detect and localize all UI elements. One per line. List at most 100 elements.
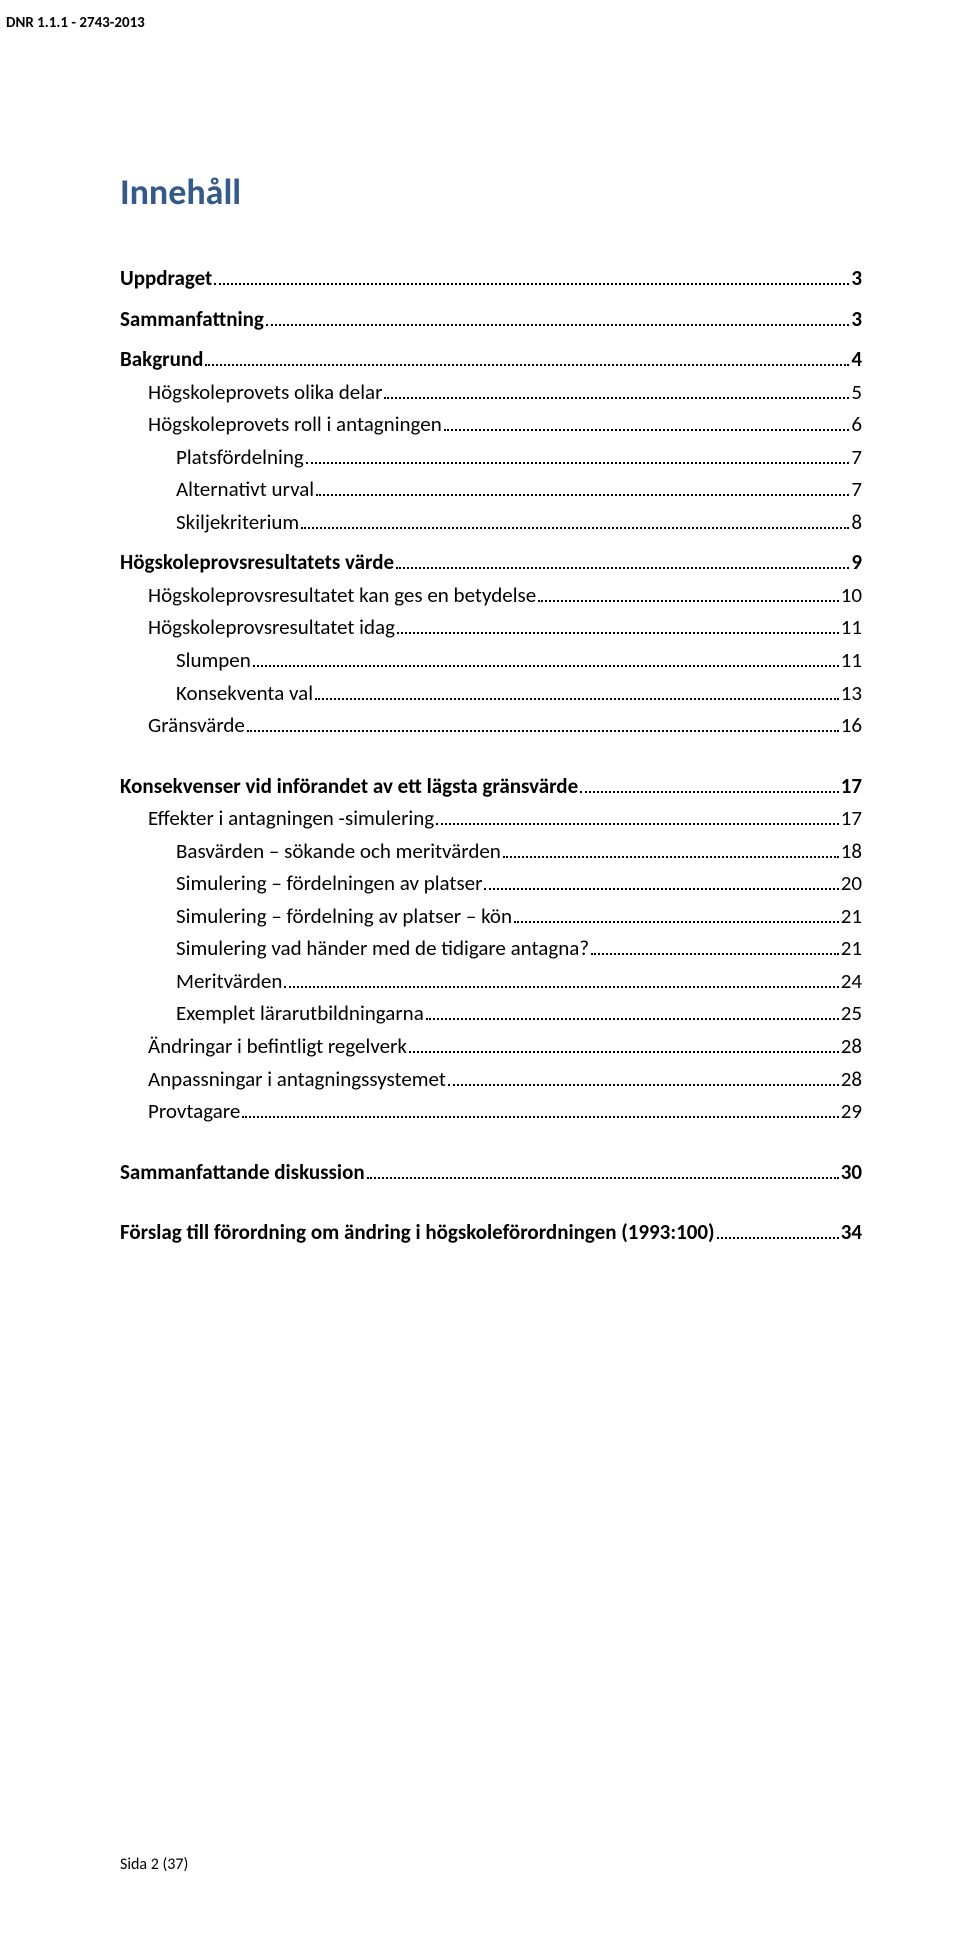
toc-leader-dots bbox=[214, 283, 849, 285]
toc-entry[interactable]: Konsekventa val13 bbox=[120, 677, 862, 710]
toc-entry-page: 11 bbox=[841, 644, 862, 677]
toc-leader-dots bbox=[306, 462, 850, 464]
toc-entry-label: Basvärden – sökande och meritvärden bbox=[176, 835, 501, 868]
toc-entry-page: 13 bbox=[841, 677, 862, 710]
toc-entry-page: 21 bbox=[841, 900, 862, 933]
toc-entry-label: Meritvärden bbox=[176, 965, 282, 998]
toc-entry-label: Förslag till förordning om ändring i hög… bbox=[120, 1216, 715, 1249]
toc-entry-page: 29 bbox=[841, 1095, 862, 1128]
toc-leader-dots bbox=[242, 1116, 838, 1118]
toc-leader-dots bbox=[484, 888, 838, 890]
toc-entry-page: 30 bbox=[841, 1156, 862, 1189]
page-footer: Sida 2 (37) bbox=[120, 1855, 188, 1874]
toc-entry[interactable]: Slumpen 11 bbox=[120, 644, 862, 677]
toc-entry[interactable]: Sammanfattande diskussion 30 bbox=[120, 1156, 862, 1189]
toc-leader-dots bbox=[367, 1177, 839, 1179]
toc-entry-label: Bakgrund bbox=[120, 343, 203, 376]
toc-entry-page: 8 bbox=[851, 506, 862, 539]
toc-entry-page: 34 bbox=[841, 1216, 862, 1249]
toc-entry-page: 17 bbox=[841, 802, 862, 835]
toc-leader-dots bbox=[717, 1237, 839, 1239]
toc-leader-dots bbox=[205, 364, 849, 366]
toc-entry-page: 17 bbox=[841, 770, 862, 803]
toc-entry[interactable]: Anpassningar i antagningssystemet 28 bbox=[120, 1063, 862, 1096]
toc-leader-dots bbox=[436, 823, 839, 825]
toc-entry-label: Konsekvenser vid införandet av ett lägst… bbox=[120, 770, 578, 803]
toc-entry-page: 7 bbox=[851, 441, 862, 474]
toc-entry-page: 28 bbox=[841, 1030, 862, 1063]
toc-entry-page: 7 bbox=[851, 473, 862, 506]
toc-entry-label: Högskoleprovsresultatet kan ges en betyd… bbox=[148, 579, 536, 612]
toc-leader-dots bbox=[514, 921, 839, 923]
toc-entry[interactable]: Gränsvärde 16 bbox=[120, 709, 862, 742]
toc-list: Uppdraget3Sammanfattning3Bakgrund4Högsko… bbox=[120, 262, 862, 1249]
toc-entry-label: Simulering – fördelning av platser – kön bbox=[176, 900, 512, 933]
toc-entry-label: Högskoleprovets roll i antagningen bbox=[148, 408, 442, 441]
toc-entry[interactable]: Högskoleprovets roll i antagningen 6 bbox=[120, 408, 862, 441]
toc-entry[interactable]: Högskoleprovsresultatets värde 9 bbox=[120, 546, 862, 579]
toc-entry-label: Gränsvärde bbox=[148, 709, 245, 742]
toc-entry-label: Uppdraget bbox=[120, 262, 212, 295]
toc-entry-label: Provtagare bbox=[148, 1095, 240, 1128]
toc-entry[interactable]: Simulering – fördelningen av platser 20 bbox=[120, 867, 862, 900]
toc-entry-label: Simulering – fördelningen av platser bbox=[176, 867, 482, 900]
toc-leader-dots bbox=[580, 791, 839, 793]
toc-entry-page: 9 bbox=[851, 546, 862, 579]
toc-entry-page: 20 bbox=[841, 867, 862, 900]
toc-heading: Innehåll bbox=[120, 170, 862, 214]
toc-leader-dots bbox=[253, 665, 839, 667]
toc-leader-dots bbox=[591, 953, 839, 955]
toc-entry-page: 24 bbox=[841, 965, 862, 998]
toc-entry-page: 4 bbox=[851, 343, 862, 376]
toc-entry-label: Platsfördelning bbox=[176, 441, 304, 474]
page: DNR 1.1.1 - 2743-2013 Innehåll Uppdraget… bbox=[0, 0, 960, 1946]
content-area: Innehåll Uppdraget3Sammanfattning3Bakgru… bbox=[120, 170, 862, 1249]
toc-leader-dots bbox=[426, 1018, 839, 1020]
toc-entry-label: Slumpen bbox=[176, 644, 251, 677]
toc-entry[interactable]: Sammanfattning3 bbox=[120, 303, 862, 336]
toc-leader-dots bbox=[384, 397, 849, 399]
toc-entry-label: Anpassningar i antagningssystemet bbox=[148, 1063, 446, 1096]
toc-entry[interactable]: Exemplet lärarutbildningarna25 bbox=[120, 997, 862, 1030]
toc-leader-dots bbox=[284, 986, 838, 988]
toc-entry-page: 28 bbox=[841, 1063, 862, 1096]
toc-entry[interactable]: Bakgrund 4 bbox=[120, 343, 862, 376]
toc-entry-label: Högskoleprovsresultatets värde bbox=[120, 546, 394, 579]
toc-entry[interactable]: Provtagare 29 bbox=[120, 1095, 862, 1128]
toc-leader-dots bbox=[301, 527, 849, 529]
toc-entry-page: 18 bbox=[841, 835, 862, 868]
toc-leader-dots bbox=[538, 600, 839, 602]
toc-entry-page: 5 bbox=[851, 376, 862, 409]
toc-entry[interactable]: Simulering – fördelning av platser – kön… bbox=[120, 900, 862, 933]
toc-entry[interactable]: Högskoleprovets olika delar5 bbox=[120, 376, 862, 409]
toc-entry[interactable]: Konsekvenser vid införandet av ett lägst… bbox=[120, 770, 862, 803]
toc-entry-page: 3 bbox=[851, 303, 862, 336]
toc-entry[interactable]: Uppdraget 3 bbox=[120, 262, 862, 295]
toc-entry-page: 16 bbox=[841, 709, 862, 742]
toc-entry[interactable]: Högskoleprovsresultatet kan ges en betyd… bbox=[120, 579, 862, 612]
toc-entry[interactable]: Högskoleprovsresultatet idag11 bbox=[120, 611, 862, 644]
toc-entry-page: 3 bbox=[851, 262, 862, 295]
toc-entry[interactable]: Meritvärden 24 bbox=[120, 965, 862, 998]
toc-entry[interactable]: Ändringar i befintligt regelverk 28 bbox=[120, 1030, 862, 1063]
toc-entry[interactable]: Simulering vad händer med de tidigare an… bbox=[120, 932, 862, 965]
toc-entry-page: 10 bbox=[841, 579, 862, 612]
toc-entry-label: Ändringar i befintligt regelverk bbox=[148, 1030, 407, 1063]
toc-entry[interactable]: Platsfördelning 7 bbox=[120, 441, 862, 474]
toc-entry-page: 21 bbox=[841, 932, 862, 965]
toc-entry-page: 6 bbox=[851, 408, 862, 441]
toc-leader-dots bbox=[503, 856, 839, 858]
toc-entry-page: 11 bbox=[841, 611, 862, 644]
toc-leader-dots bbox=[409, 1051, 839, 1053]
toc-entry[interactable]: Effekter i antagningen -simulering17 bbox=[120, 802, 862, 835]
toc-entry-label: Sammanfattande diskussion bbox=[120, 1156, 365, 1189]
toc-entry[interactable]: Basvärden – sökande och meritvärden 18 bbox=[120, 835, 862, 868]
toc-entry-label: Skiljekriterium bbox=[176, 506, 299, 539]
toc-entry-label: Alternativt urval bbox=[176, 473, 314, 506]
toc-entry-label: Exemplet lärarutbildningarna bbox=[176, 997, 424, 1030]
toc-entry[interactable]: Förslag till förordning om ändring i hög… bbox=[120, 1216, 862, 1249]
toc-entry[interactable]: Alternativt urval 7 bbox=[120, 473, 862, 506]
toc-entry[interactable]: Skiljekriterium 8 bbox=[120, 506, 862, 539]
toc-entry-label: Simulering vad händer med de tidigare an… bbox=[176, 932, 589, 965]
toc-leader-dots bbox=[316, 494, 849, 496]
